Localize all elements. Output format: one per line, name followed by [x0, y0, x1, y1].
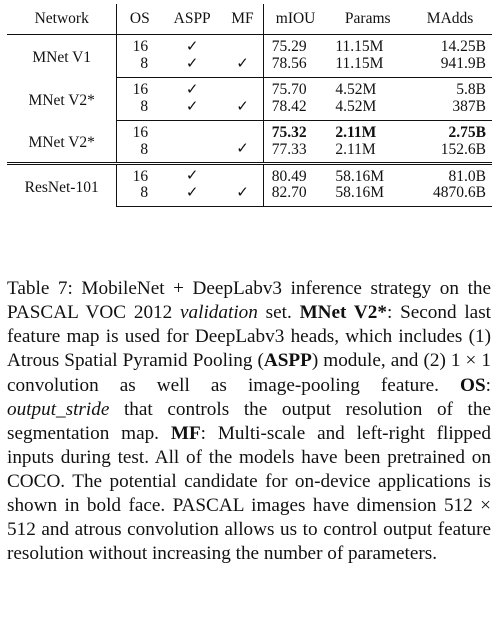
caption-mnet-term: MNet V2*: [299, 302, 387, 324]
caption-mf-term: MF: [170, 422, 201, 444]
mf-cell: [222, 77, 263, 99]
params-cell: 11.15M: [335, 38, 384, 56]
header-madds: MAdds: [408, 4, 492, 35]
os-cell: 8: [116, 55, 163, 78]
aspp-cell: [162, 120, 222, 142]
mf-cell: ✓: [222, 55, 264, 78]
table-row: 8 ✓ ✓ 78.42 4.52M 387B: [7, 98, 492, 121]
madds-cell: 5.8B: [456, 81, 486, 99]
madds-cell: 152.6B: [408, 141, 492, 164]
madds-cell: 2.75B: [448, 124, 486, 142]
aspp-cell: ✓: [185, 81, 199, 98]
aspp-cell: ✓: [162, 161, 223, 185]
params-cell: 4.52M: [327, 98, 409, 121]
table-header-row: Network OS ASPP MF mIOU Params MAdds: [7, 4, 492, 35]
caption-text-1-end: set.: [257, 302, 300, 324]
caption-text-6: : Multi-scale and left-right flipped inp…: [7, 422, 492, 565]
header-params: Params: [327, 4, 409, 35]
table-caption: Table 7: MobileNet + DeepLabv3 inference…: [7, 277, 491, 566]
results-table: Network OS ASPP MF mIOU Params MAdds MNe…: [7, 4, 492, 207]
madds-cell: 81.0B: [408, 161, 492, 185]
mf-cell: [222, 34, 263, 56]
mf-cell: ✓: [222, 184, 264, 207]
madds-cell: 387B: [408, 98, 492, 121]
network-cell: MNet V1: [32, 49, 92, 66]
mf-cell: [222, 161, 264, 185]
caption-output-stride-italic: output_stride: [7, 398, 110, 420]
aspp-cell: ✓: [162, 184, 223, 207]
miou-cell: 80.49: [262, 161, 328, 185]
header-aspp: ASPP: [162, 4, 223, 35]
os-cell: 16: [116, 77, 163, 99]
caption-label: Table 7:: [7, 278, 73, 300]
header-miou: mIOU: [262, 4, 328, 35]
aspp-cell: ✓: [162, 55, 223, 78]
header-mf: MF: [222, 4, 264, 35]
table-group: MNet V2* 16 75.32 2.11M 2.75B 8 ✓ 77.33 2.11M 152…: [7, 120, 492, 164]
miou-cell: 82.70: [262, 184, 328, 207]
os-cell: 8: [116, 141, 163, 164]
miou-cell: 75.32: [262, 120, 328, 142]
params-cell: 58.16M: [327, 161, 409, 185]
aspp-cell: ✓: [185, 38, 199, 55]
params-cell: 2.11M: [327, 141, 409, 164]
madds-cell: 4870.6B: [408, 184, 492, 207]
aspp-cell: [162, 141, 223, 164]
table-row: 8 ✓ 77.33 2.11M 152.6B: [7, 141, 492, 164]
network-cell: MNet V2*: [28, 134, 95, 151]
mf-cell: ✓: [222, 98, 264, 121]
caption-text-4: :: [485, 374, 491, 396]
network-cell: ResNet-101: [7, 161, 117, 206]
caption-aspp-term: ASPP: [263, 350, 312, 372]
network-cell: MNet V2*: [28, 91, 95, 109]
header-network: Network: [7, 4, 117, 35]
madds-cell: 941.9B: [408, 55, 492, 78]
caption-text-3: ) module, and (2) 1 × 1 convolution as w…: [7, 350, 492, 396]
table-row: MNet V2* 16 75.32 2.11M 2.75B: [7, 120, 492, 150]
table-row: 8 ✓ ✓ 78.56 11.15M 941.9B: [7, 55, 492, 78]
table-group: MNet V1 16 ✓ 75.29 11.15M 14.25B 8 ✓ ✓ 78.56 11.15…: [7, 34, 492, 78]
caption-text-5: that controls the output resolution of t…: [7, 398, 491, 444]
params-cell: 58.16M: [327, 184, 409, 207]
miou-cell: 77.33: [262, 141, 328, 164]
params-cell: 2.11M: [335, 124, 377, 142]
os-cell: 16: [116, 161, 163, 185]
mf-cell: [222, 120, 263, 142]
params-cell: 4.52M: [335, 81, 377, 99]
table-row: MNet V1 16 ✓ 75.29 11.15M 14.25B: [7, 34, 492, 65]
table-group: MNet V2* 16 ✓ 75.70 4.52M 5.8B 8 ✓ ✓ 78.42 4.52M 38…: [7, 77, 492, 121]
header-os: OS: [116, 4, 163, 35]
madds-cell: 14.25B: [440, 38, 486, 56]
miou-cell: 78.56: [262, 55, 328, 78]
caption-os-term: OS: [460, 374, 486, 396]
os-cell: 16: [116, 120, 163, 142]
table-group: ResNet-101 16 ✓ 80.49 58.16M 81.0B 8 ✓ ✓ 82.70 58.…: [7, 161, 492, 207]
table-row: ResNet-101 16 ✓ 80.49 58.16M 81.0B: [7, 161, 492, 206]
caption-text-2: : Second last feature map is used for De…: [7, 302, 491, 372]
table-row: MNet V2* 16 ✓ 75.70 4.52M 5.8B: [7, 77, 492, 108]
os-cell: 8: [116, 184, 163, 207]
caption-validation-italic: validation: [180, 302, 258, 324]
miou-cell: 75.70: [262, 77, 328, 99]
aspp-cell: ✓: [162, 98, 223, 121]
mf-cell: ✓: [222, 141, 264, 164]
params-cell: 11.15M: [327, 55, 409, 78]
miou-cell: 75.29: [262, 34, 328, 56]
table-row: 8 ✓ ✓ 82.70 58.16M 4870.6B: [7, 184, 492, 207]
os-cell: 16: [116, 34, 163, 56]
os-cell: 8: [116, 98, 163, 121]
caption-text-1: MobileNet + DeepLabv3 inference strategy…: [7, 278, 492, 324]
miou-cell: 78.42: [262, 98, 328, 121]
